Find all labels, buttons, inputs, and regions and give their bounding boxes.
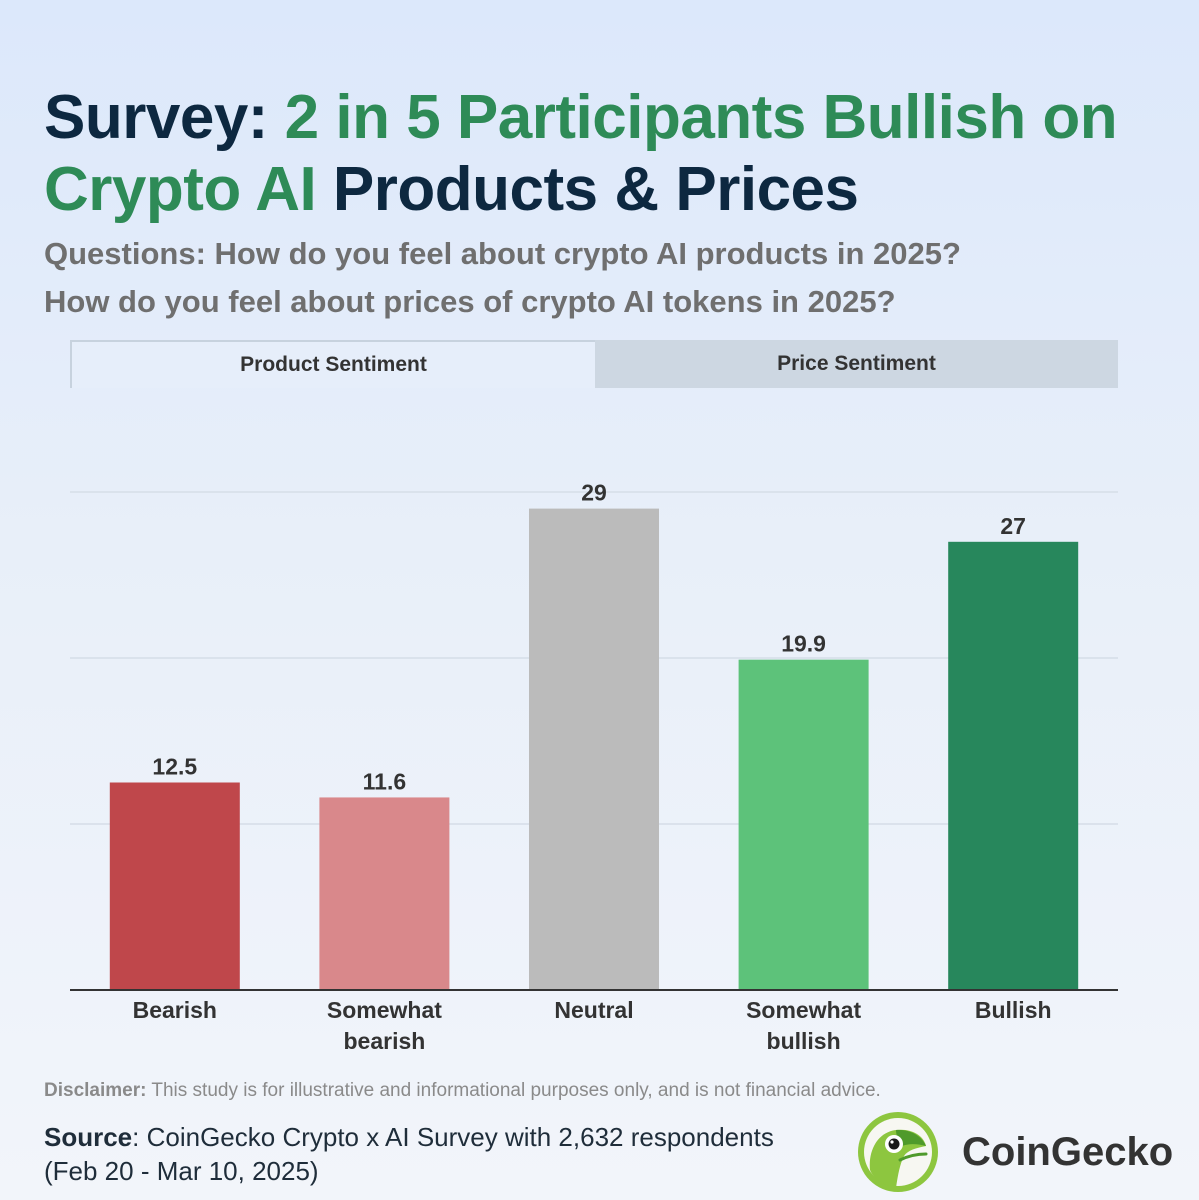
source-label: Source [44,1122,133,1152]
brand: CoinGecko [856,1110,1173,1194]
source-text: : CoinGecko Crypto x AI Survey with 2,63… [44,1122,774,1186]
disclaimer-label: Disclaimer: [44,1080,147,1101]
bar-3 [738,659,869,990]
sentiment-tabs: Product Sentiment Price Sentiment [70,340,1118,388]
data-label-3: 19.9 [781,631,826,657]
disclaimer: Disclaimer: This study is for illustrati… [44,1080,881,1102]
bar-1 [319,797,450,990]
category-label-1: Somewhat bearish [327,997,442,1054]
question-prices: How do you feel about prices of crypto A… [44,284,896,319]
category-label-2: Neutral [554,997,633,1023]
question-products: Questions: How do you feel about crypto … [44,236,961,271]
bar-chart: 12.5 Bearish 11.6 Somewhat bearish 29 Neutral 1… [70,480,1118,1054]
title-highlight: 2 in 5 Participants Bullish on Crypto AI [44,83,1118,224]
bar-4 [948,541,1079,990]
tab-price-sentiment[interactable]: Price Sentiment [777,352,936,375]
category-label-4: Bullish [975,997,1052,1023]
survey-questions: Questions: How do you feel about crypto … [44,230,1164,326]
category-label-0: Bearish [133,997,217,1023]
data-label-1: 11.6 [363,768,407,794]
title-suffix: Products & Prices [316,155,859,224]
data-label-4: 27 [1000,513,1026,539]
category-label-3: Somewhat bullish [746,997,861,1054]
bar-0 [109,782,240,990]
disclaimer-text: This study is for illustrative and infor… [146,1080,881,1101]
tab-product-sentiment[interactable]: Product Sentiment [70,340,595,388]
data-label-2: 29 [581,480,607,506]
title-prefix: Survey: [44,83,285,152]
gecko-logo-icon [858,1112,938,1192]
data-label-0: 12.5 [152,754,197,780]
bar-2 [529,508,659,990]
brand-name: CoinGecko [962,1129,1174,1174]
page-title: Survey: 2 in 5 Participants Bullish on C… [44,82,1164,226]
source-note: Source: CoinGecko Crypto x AI Survey wit… [44,1120,804,1188]
